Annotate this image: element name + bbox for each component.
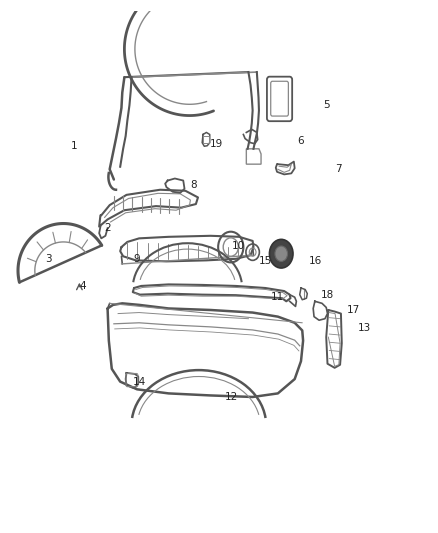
Circle shape	[269, 239, 293, 268]
Circle shape	[275, 246, 287, 261]
Text: 5: 5	[323, 100, 329, 110]
Text: 18: 18	[321, 289, 334, 300]
Text: 1: 1	[71, 141, 77, 151]
Text: 4: 4	[79, 281, 86, 291]
Text: 14: 14	[132, 377, 146, 386]
Text: 19: 19	[210, 139, 223, 149]
Text: 16: 16	[309, 256, 322, 266]
Text: 15: 15	[258, 256, 272, 266]
Text: 11: 11	[271, 292, 285, 302]
Text: 13: 13	[357, 323, 371, 333]
Text: 17: 17	[347, 305, 360, 315]
Text: 2: 2	[104, 223, 111, 233]
Text: 3: 3	[46, 254, 52, 264]
Text: 10: 10	[231, 241, 244, 251]
Text: 9: 9	[134, 254, 140, 264]
Text: 12: 12	[225, 392, 238, 402]
Text: 7: 7	[336, 164, 342, 174]
Text: 8: 8	[191, 180, 197, 190]
Text: 6: 6	[298, 136, 304, 146]
